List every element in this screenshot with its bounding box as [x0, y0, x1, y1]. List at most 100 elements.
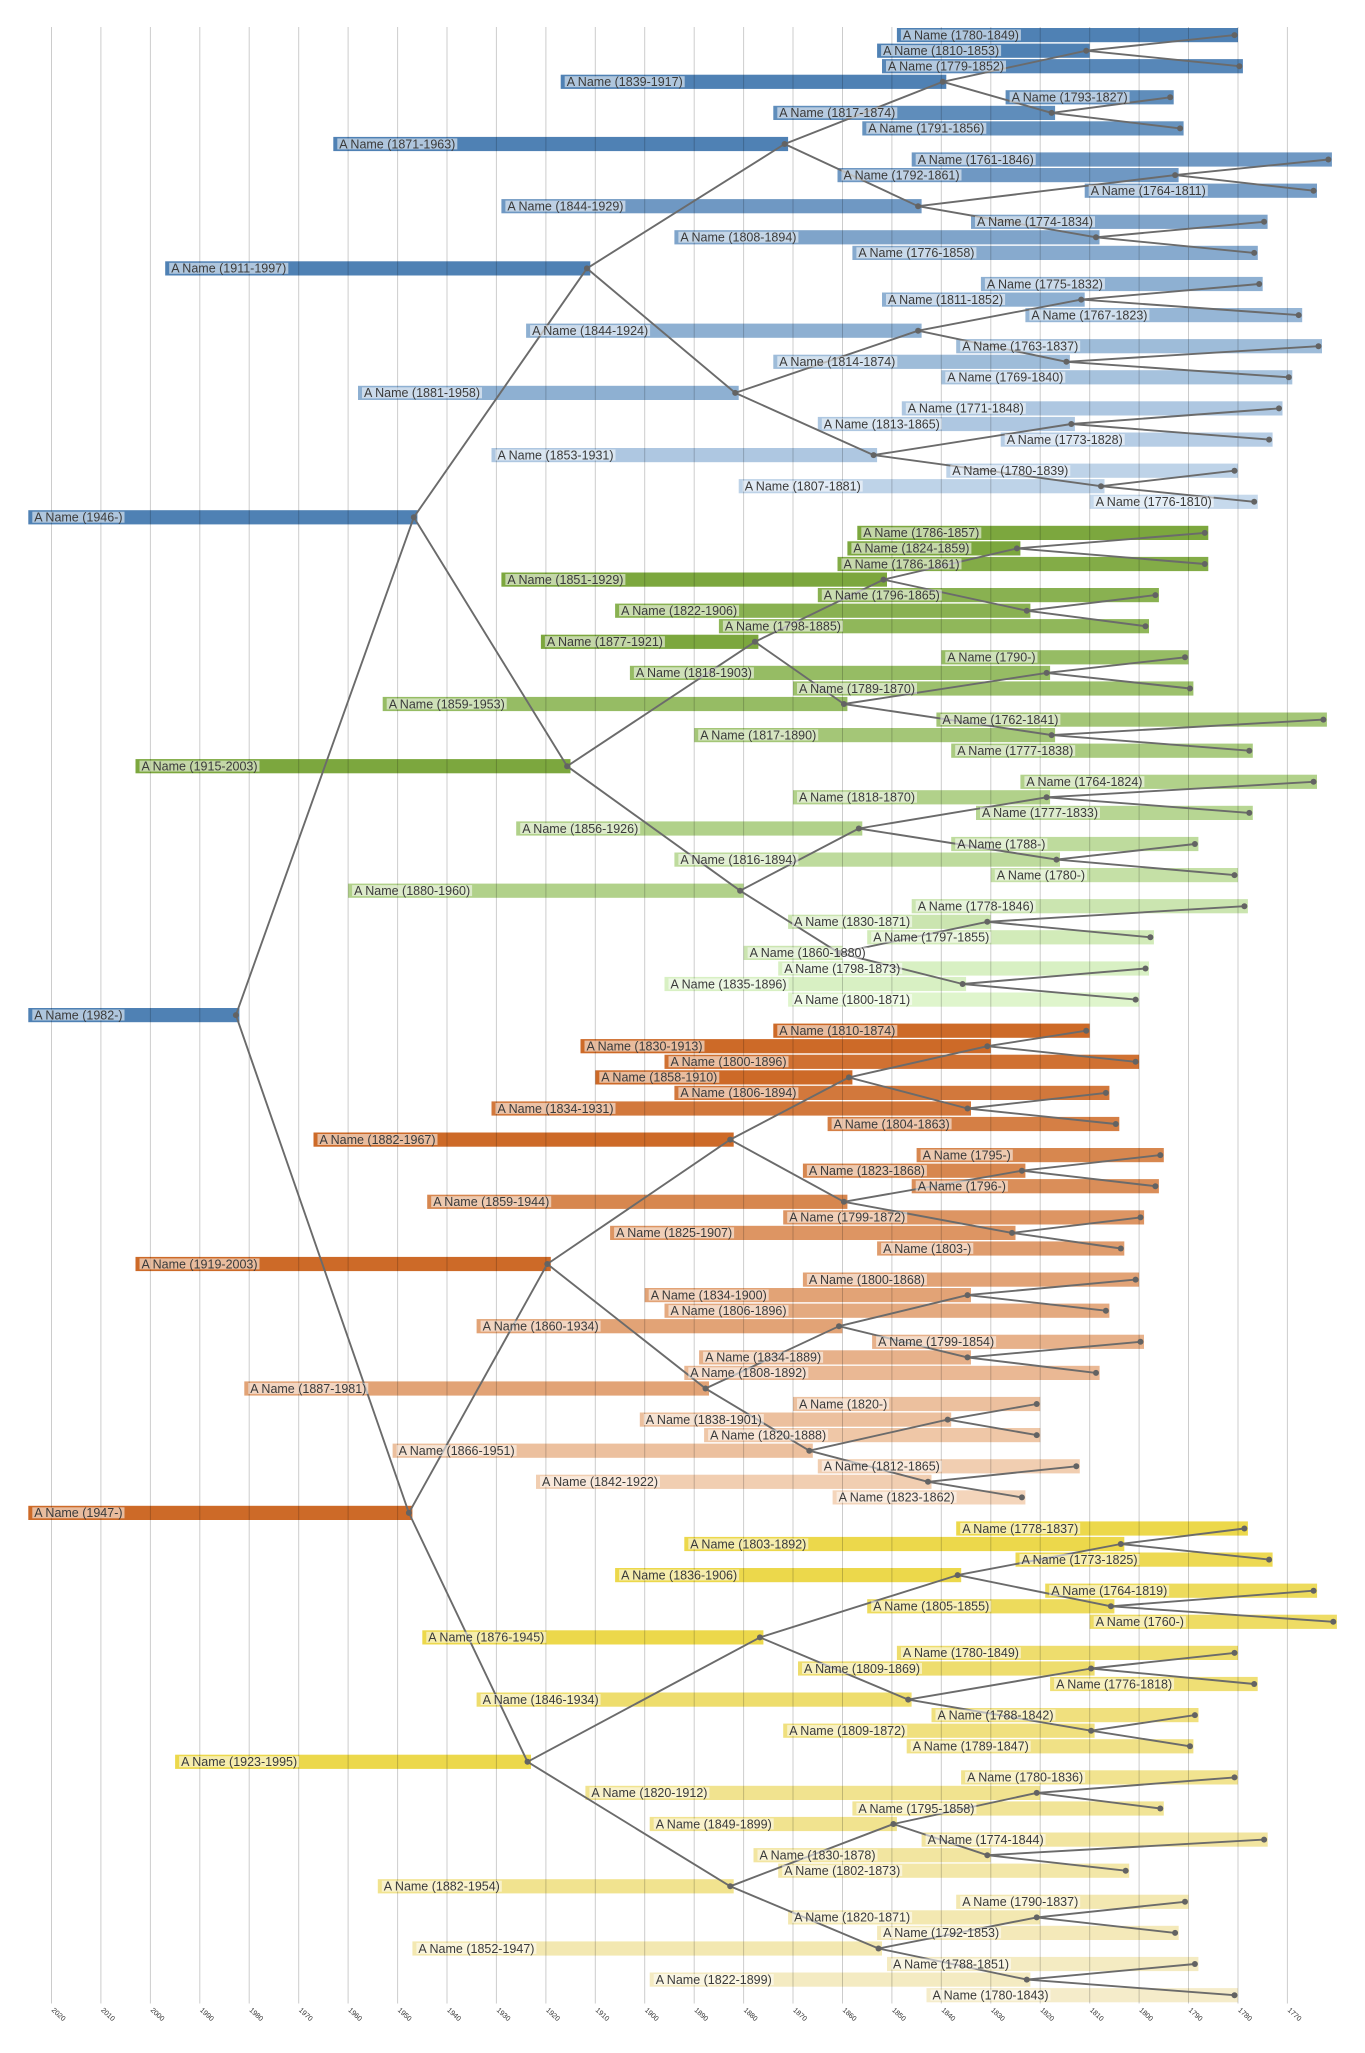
- svg-text:A Name (1780-1849): A Name (1780-1849): [903, 28, 1019, 42]
- svg-text:A Name (1814-1874): A Name (1814-1874): [779, 355, 895, 369]
- svg-text:A Name (1786-1861): A Name (1786-1861): [844, 557, 960, 571]
- svg-text:A Name (1779-1852): A Name (1779-1852): [888, 60, 1004, 74]
- svg-text:A Name (1830-1878): A Name (1830-1878): [760, 1849, 876, 1863]
- svg-text:A Name (1786-1857): A Name (1786-1857): [863, 526, 979, 540]
- svg-text:A Name (1830-1871): A Name (1830-1871): [794, 915, 910, 929]
- svg-text:A Name (1764-1811): A Name (1764-1811): [1091, 184, 1206, 198]
- svg-text:A Name (1823-1862): A Name (1823-1862): [839, 1491, 955, 1505]
- svg-text:A Name (1911-1997): A Name (1911-1997): [171, 262, 286, 276]
- svg-text:A Name (1859-1953): A Name (1859-1953): [389, 697, 505, 711]
- svg-text:A Name (1788-1851): A Name (1788-1851): [893, 1957, 1009, 1971]
- svg-text:A Name (1882-1954): A Name (1882-1954): [384, 1880, 500, 1894]
- svg-text:A Name (1806-1896): A Name (1806-1896): [671, 1304, 787, 1318]
- svg-text:A Name (1774-1844): A Name (1774-1844): [928, 1833, 1044, 1847]
- svg-text:A Name (1820-1888): A Name (1820-1888): [710, 1428, 826, 1442]
- svg-text:A Name (1824-1859): A Name (1824-1859): [853, 542, 969, 556]
- svg-text:A Name (1776-1858): A Name (1776-1858): [858, 246, 974, 260]
- svg-text:A Name (1798-1873): A Name (1798-1873): [784, 962, 900, 976]
- svg-text:A Name (1780-1843): A Name (1780-1843): [933, 1989, 1049, 2003]
- svg-text:A Name (1780-1836): A Name (1780-1836): [967, 1771, 1083, 1785]
- svg-text:A Name (1859-1944): A Name (1859-1944): [433, 1195, 549, 1209]
- svg-text:A Name (1877-1921): A Name (1877-1921): [547, 635, 663, 649]
- svg-text:A Name (1866-1951): A Name (1866-1951): [399, 1444, 515, 1458]
- svg-text:A Name (1797-1855): A Name (1797-1855): [873, 931, 989, 945]
- svg-text:A Name (1805-1855): A Name (1805-1855): [873, 1600, 989, 1614]
- svg-text:A Name (1762-1841): A Name (1762-1841): [942, 713, 1058, 727]
- svg-text:A Name (1771-1848): A Name (1771-1848): [908, 402, 1024, 416]
- svg-text:A Name (1798-1885): A Name (1798-1885): [725, 620, 841, 634]
- svg-text:A Name (1789-1847): A Name (1789-1847): [913, 1740, 1029, 1754]
- svg-text:A Name (1760-): A Name (1760-): [1096, 1615, 1184, 1629]
- svg-text:A Name (1777-1833): A Name (1777-1833): [982, 806, 1098, 820]
- svg-text:A Name (1846-1934): A Name (1846-1934): [483, 1693, 599, 1707]
- svg-text:A Name (1946-): A Name (1946-): [34, 511, 122, 525]
- svg-text:A Name (1822-1906): A Name (1822-1906): [621, 604, 737, 618]
- svg-text:A Name (1791-1856): A Name (1791-1856): [868, 122, 984, 136]
- svg-text:A Name (1804-1863): A Name (1804-1863): [834, 1117, 950, 1131]
- svg-text:A Name (1780-1839): A Name (1780-1839): [952, 464, 1068, 478]
- svg-text:A Name (1778-1837): A Name (1778-1837): [962, 1522, 1078, 1536]
- svg-text:A Name (1788-1842): A Name (1788-1842): [938, 1708, 1054, 1722]
- svg-text:A Name (1813-1865): A Name (1813-1865): [824, 417, 940, 431]
- svg-text:A Name (1808-1892): A Name (1808-1892): [690, 1366, 806, 1380]
- svg-text:A Name (1844-1924): A Name (1844-1924): [532, 324, 648, 338]
- svg-text:A Name (1853-1931): A Name (1853-1931): [498, 448, 614, 462]
- svg-text:A Name (1849-1899): A Name (1849-1899): [656, 1817, 772, 1831]
- svg-text:A Name (1820-1871): A Name (1820-1871): [794, 1911, 910, 1925]
- svg-text:A Name (1790-1837): A Name (1790-1837): [962, 1895, 1078, 1909]
- svg-text:A Name (1806-1894): A Name (1806-1894): [680, 1086, 796, 1100]
- svg-text:A Name (1860-1934): A Name (1860-1934): [483, 1320, 599, 1334]
- svg-text:A Name (1871-1963): A Name (1871-1963): [339, 137, 455, 151]
- svg-text:A Name (1809-1872): A Name (1809-1872): [789, 1724, 905, 1738]
- svg-text:A Name (1923-1995): A Name (1923-1995): [181, 1755, 297, 1769]
- svg-text:A Name (1807-1881): A Name (1807-1881): [745, 480, 861, 494]
- svg-text:A Name (1982-): A Name (1982-): [34, 1008, 122, 1022]
- svg-text:A Name (1808-1894): A Name (1808-1894): [680, 231, 796, 245]
- svg-text:A Name (1796-): A Name (1796-): [918, 1180, 1006, 1194]
- svg-text:A Name (1842-1922): A Name (1842-1922): [542, 1475, 658, 1489]
- svg-text:A Name (1811-1852): A Name (1811-1852): [888, 293, 1003, 307]
- svg-text:A Name (1810-1874): A Name (1810-1874): [779, 1024, 895, 1038]
- svg-text:A Name (1860-1880): A Name (1860-1880): [750, 946, 866, 960]
- svg-text:A Name (1767-1823): A Name (1767-1823): [1031, 308, 1147, 322]
- svg-text:A Name (1792-1853): A Name (1792-1853): [883, 1926, 999, 1940]
- svg-text:A Name (1818-1903): A Name (1818-1903): [636, 666, 752, 680]
- svg-text:A Name (1816-1894): A Name (1816-1894): [680, 853, 796, 867]
- svg-text:A Name (1817-1874): A Name (1817-1874): [779, 106, 895, 120]
- svg-text:A Name (1764-1824): A Name (1764-1824): [1026, 775, 1142, 789]
- svg-text:A Name (1778-1846): A Name (1778-1846): [918, 900, 1034, 914]
- svg-text:A Name (1812-1865): A Name (1812-1865): [824, 1460, 940, 1474]
- svg-text:A Name (1852-1947): A Name (1852-1947): [418, 1942, 534, 1956]
- svg-text:A Name (1803-1892): A Name (1803-1892): [690, 1537, 806, 1551]
- svg-text:A Name (1887-1981): A Name (1887-1981): [250, 1382, 366, 1396]
- svg-text:A Name (1851-1929): A Name (1851-1929): [507, 573, 623, 587]
- svg-text:A Name (1822-1899): A Name (1822-1899): [656, 1973, 772, 1987]
- svg-text:A Name (1800-1896): A Name (1800-1896): [671, 1055, 787, 1069]
- svg-text:A Name (1809-1869): A Name (1809-1869): [804, 1662, 920, 1676]
- svg-text:A Name (1817-1890): A Name (1817-1890): [700, 728, 816, 742]
- svg-text:A Name (1792-1861): A Name (1792-1861): [844, 168, 960, 182]
- svg-text:A Name (1881-1958): A Name (1881-1958): [364, 386, 480, 400]
- svg-text:A Name (1838-1901): A Name (1838-1901): [646, 1413, 762, 1427]
- svg-text:A Name (1834-1889): A Name (1834-1889): [705, 1351, 821, 1365]
- svg-text:A Name (1818-1870): A Name (1818-1870): [799, 791, 915, 805]
- svg-text:A Name (1839-1917): A Name (1839-1917): [567, 75, 683, 89]
- svg-text:A Name (1820-1912): A Name (1820-1912): [591, 1786, 707, 1800]
- svg-text:A Name (1802-1873): A Name (1802-1873): [784, 1864, 900, 1878]
- svg-text:A Name (1823-1868): A Name (1823-1868): [809, 1164, 925, 1178]
- svg-text:A Name (1799-1872): A Name (1799-1872): [789, 1211, 905, 1225]
- svg-text:A Name (1810-1853): A Name (1810-1853): [883, 44, 999, 58]
- svg-text:A Name (1775-1832): A Name (1775-1832): [987, 277, 1103, 291]
- svg-text:A Name (1830-1913): A Name (1830-1913): [587, 1040, 703, 1054]
- svg-text:A Name (1795-1858): A Name (1795-1858): [858, 1802, 974, 1816]
- svg-text:A Name (1788-): A Name (1788-): [957, 837, 1045, 851]
- svg-text:A Name (1793-1827): A Name (1793-1827): [1012, 91, 1128, 105]
- svg-text:A Name (1773-1825): A Name (1773-1825): [1022, 1553, 1138, 1567]
- svg-text:A Name (1763-1837): A Name (1763-1837): [962, 340, 1078, 354]
- svg-text:A Name (1919-2003): A Name (1919-2003): [142, 1257, 258, 1271]
- svg-text:A Name (1789-1870): A Name (1789-1870): [799, 682, 915, 696]
- svg-text:A Name (1800-1868): A Name (1800-1868): [809, 1273, 925, 1287]
- svg-text:A Name (1834-1931): A Name (1834-1931): [498, 1102, 614, 1116]
- svg-text:A Name (1777-1838): A Name (1777-1838): [957, 744, 1073, 758]
- svg-text:A Name (1796-1865): A Name (1796-1865): [824, 588, 940, 602]
